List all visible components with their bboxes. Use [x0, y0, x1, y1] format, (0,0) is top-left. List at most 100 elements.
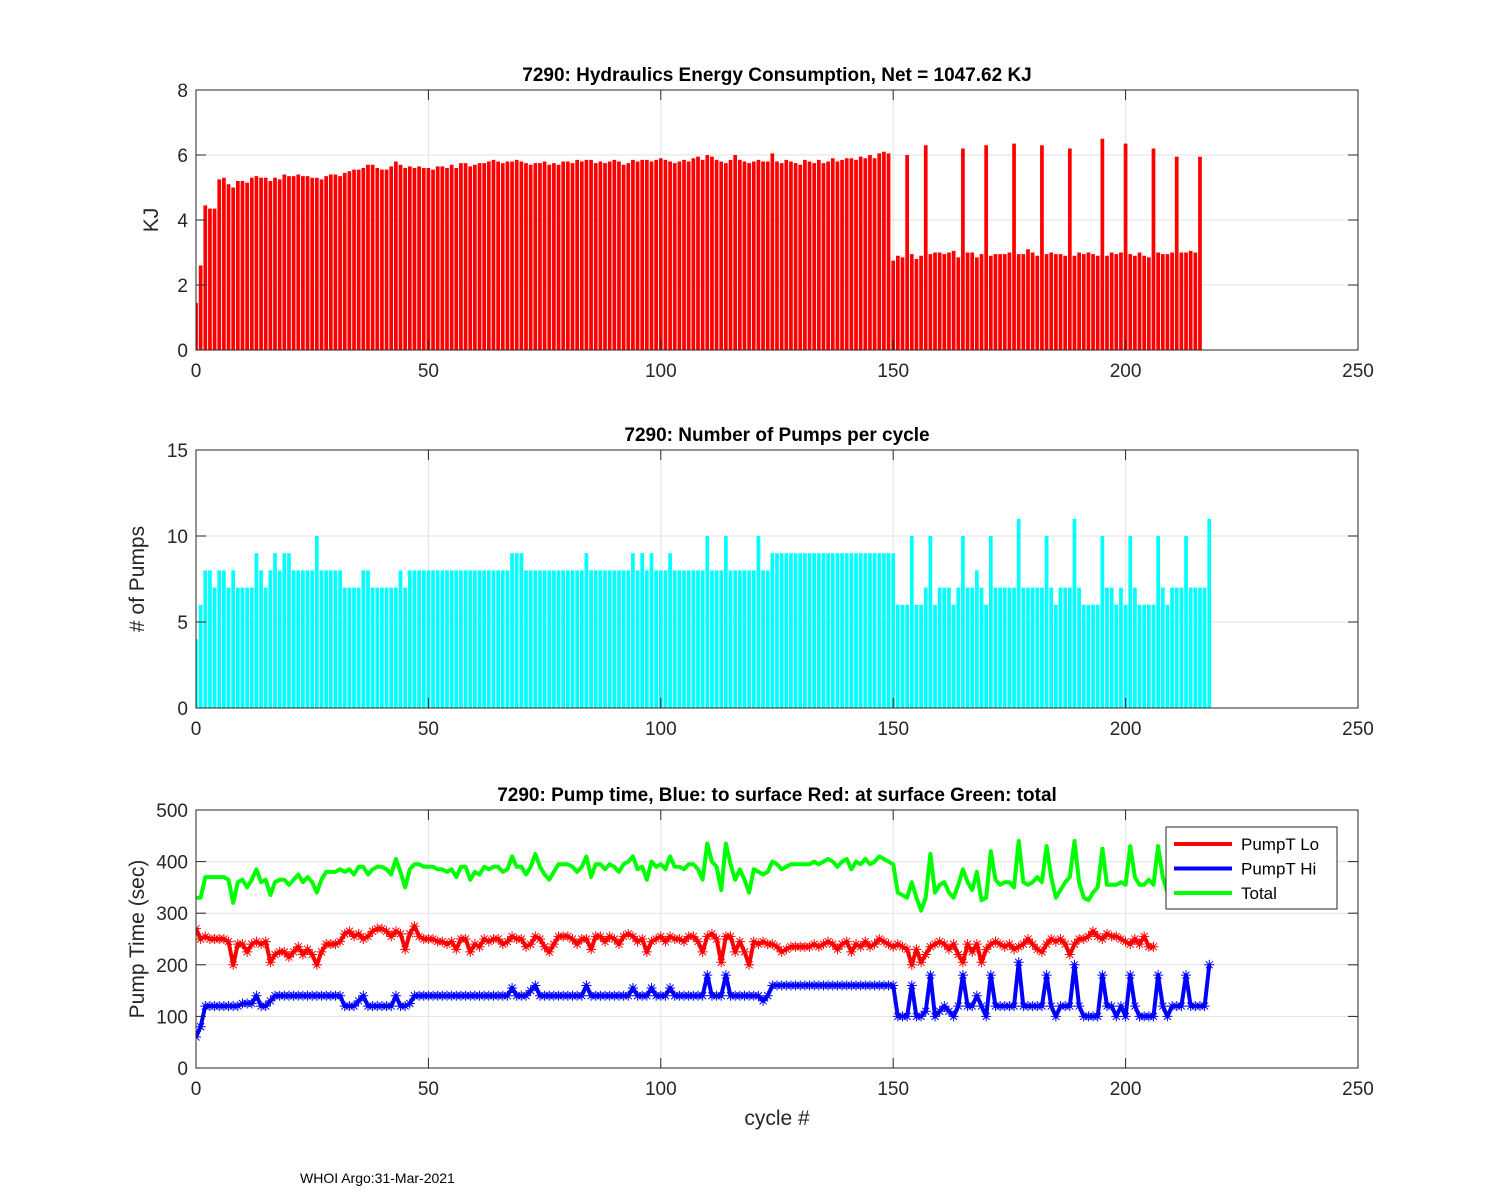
point-marker	[1125, 939, 1136, 950]
bar	[1012, 143, 1016, 350]
bar	[500, 570, 505, 708]
bar	[626, 570, 631, 708]
bar	[319, 179, 324, 350]
data-layer	[196, 138, 1202, 350]
point-marker	[772, 941, 782, 952]
point-marker	[837, 939, 848, 950]
bar	[561, 570, 566, 708]
point-marker	[609, 934, 620, 944]
bar	[1058, 254, 1063, 350]
y-axis-label: KJ	[140, 208, 163, 233]
bar	[1049, 252, 1054, 350]
bar	[352, 587, 356, 708]
bar	[779, 163, 784, 350]
bar	[524, 570, 528, 708]
bar	[821, 553, 826, 708]
bar	[1091, 604, 1095, 708]
point-marker	[916, 957, 927, 968]
bar	[282, 174, 287, 350]
point-marker	[878, 936, 889, 947]
bar	[1184, 252, 1188, 350]
point-marker	[521, 990, 532, 1001]
point-marker	[864, 941, 875, 952]
bar	[965, 587, 970, 708]
point-marker	[995, 939, 1006, 950]
bar	[1100, 138, 1105, 350]
bar	[389, 587, 394, 708]
point-marker	[256, 939, 267, 950]
bar	[445, 570, 449, 708]
point-marker	[855, 941, 866, 952]
x-tick-label: 250	[1342, 1079, 1374, 1100]
bar	[705, 155, 710, 350]
point-marker	[1009, 944, 1020, 955]
bar	[1077, 587, 1081, 708]
x-tick-label: 0	[191, 719, 202, 740]
point-marker	[260, 1001, 271, 1012]
bar	[454, 570, 459, 708]
point-marker	[1129, 1001, 1140, 1012]
bar	[835, 161, 840, 350]
bar	[1007, 252, 1012, 350]
point-marker	[232, 1001, 243, 1012]
point-marker	[534, 934, 545, 944]
bar	[877, 153, 882, 350]
bar	[394, 587, 398, 708]
point-marker	[665, 983, 676, 994]
point-marker	[1041, 970, 1052, 981]
point-marker	[400, 1001, 411, 1012]
bar	[347, 171, 352, 350]
plot-area	[196, 810, 1358, 1068]
point-marker	[734, 936, 745, 947]
bar	[984, 604, 989, 708]
bar	[626, 163, 631, 350]
x-tick-label: 150	[877, 719, 909, 740]
point-marker	[655, 931, 666, 942]
point-marker	[1148, 1011, 1159, 1022]
point-marker	[957, 957, 968, 968]
bar	[528, 164, 533, 350]
bar	[789, 161, 793, 350]
bar	[1184, 536, 1188, 708]
legend-label: Total	[1241, 884, 1277, 903]
legend: PumpT Lo PumpT Hi Total	[1165, 826, 1338, 910]
bar	[556, 570, 561, 708]
bar	[366, 164, 370, 350]
point-marker	[925, 970, 936, 981]
x-tick-label: 100	[645, 1079, 677, 1100]
bar	[612, 570, 617, 708]
bar	[803, 159, 807, 350]
point-marker	[270, 949, 281, 960]
bar	[961, 536, 965, 708]
y-tick-label: 0	[177, 1059, 188, 1080]
bar	[756, 159, 761, 350]
x-tick-label: 200	[1110, 1079, 1142, 1100]
bar	[905, 604, 910, 708]
bar	[1030, 252, 1035, 350]
point-marker	[339, 928, 350, 939]
bar	[445, 168, 449, 350]
x-tick-label: 200	[1110, 719, 1142, 740]
point-marker	[1088, 926, 1099, 937]
x-tick-label: 50	[418, 1079, 439, 1100]
bar	[1077, 252, 1081, 350]
point-marker	[530, 931, 541, 942]
bar	[440, 166, 445, 350]
bar	[891, 260, 896, 350]
point-marker	[358, 934, 369, 944]
bar	[259, 570, 263, 708]
point-marker	[1204, 959, 1215, 970]
chart-panel-1: 0 50 100 150 200 250 0 2 4 6 8 7290: Hydraulics Ene…	[140, 65, 1374, 382]
bar	[421, 570, 426, 708]
point-marker	[1199, 1001, 1210, 1012]
point-marker	[1060, 939, 1071, 950]
point-marker	[716, 990, 727, 1001]
bar	[324, 570, 329, 708]
point-marker	[469, 939, 480, 950]
bar	[1002, 587, 1007, 708]
point-marker	[1097, 934, 1108, 944]
point-marker	[674, 934, 685, 944]
bar	[668, 553, 672, 708]
bar	[314, 177, 319, 350]
bar	[1105, 255, 1109, 350]
